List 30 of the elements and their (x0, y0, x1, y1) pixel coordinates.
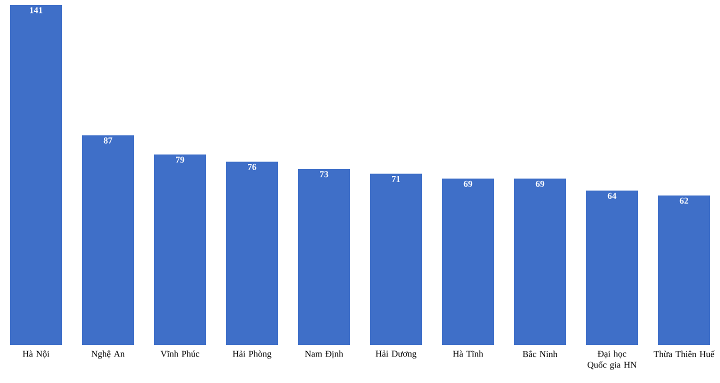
bar (658, 195, 710, 345)
x-tick-label: Nam Định (305, 350, 344, 358)
x-tick-label: Thừa Thiên Huế (654, 350, 715, 358)
bar (226, 162, 278, 345)
data-label: 141 (30, 7, 42, 14)
data-label: 76 (248, 164, 256, 170)
x-tick-label: Vĩnh Phúc (160, 350, 200, 357)
bar (154, 154, 206, 345)
bar (370, 174, 422, 345)
data-label: 64 (608, 192, 616, 199)
x-tick-label: Bắc Ninh (522, 350, 558, 358)
x-tick-label: Hà Tĩnh (453, 350, 484, 357)
data-label: 79 (176, 156, 184, 163)
data-label: 62 (680, 198, 688, 204)
x-tick-label: Hải Phòng (232, 350, 272, 359)
bar (442, 178, 494, 345)
x-tick-label: Nghệ An (92, 350, 125, 359)
data-label: 87 (104, 137, 112, 144)
bar (10, 4, 62, 345)
data-label: 69 (464, 180, 472, 187)
data-label: 73 (320, 171, 328, 178)
bar (82, 135, 134, 345)
x-tick-label: Hải Dương (376, 350, 416, 359)
x-tick-label: Hà Nội (22, 350, 50, 358)
data-label: 71 (392, 176, 400, 182)
bar (586, 190, 638, 345)
x-tick-label: Đại học Quốc gia HN (588, 350, 637, 370)
bar (514, 178, 566, 345)
bar (298, 168, 350, 345)
data-label: 69 (536, 180, 544, 187)
